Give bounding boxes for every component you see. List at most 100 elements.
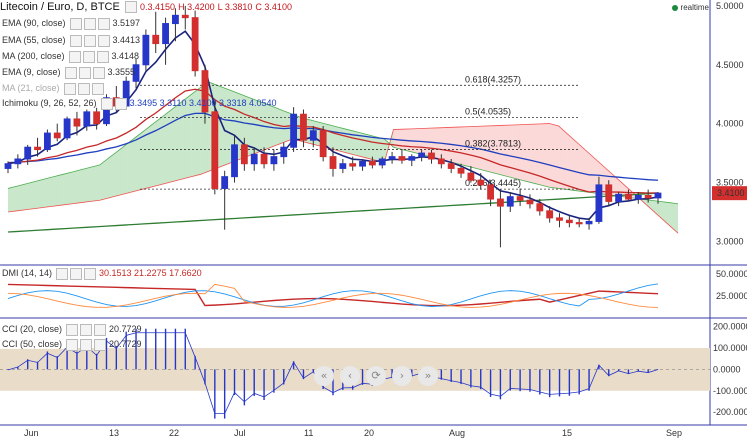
cloud-segment: [567, 134, 578, 191]
indicator-row-ma200[interactable]: MA (200, close) 3.4148: [0, 50, 140, 63]
candle-body: [654, 192, 662, 199]
scroll-start-button[interactable]: «: [314, 366, 334, 386]
time-tick-label: Jul: [234, 428, 246, 438]
cloud-segment: [63, 171, 73, 205]
candle-body: [556, 217, 563, 221]
gear-icon[interactable]: [83, 34, 96, 47]
gear-icon[interactable]: [82, 50, 95, 63]
candle-body: [575, 222, 583, 225]
close-icon[interactable]: [91, 82, 104, 95]
chart-navigation: « ‹ ⟳ › »: [314, 366, 438, 386]
cci20-label-row[interactable]: CCI (20, close) 20.7729: [0, 323, 142, 336]
cloud-segment: [521, 124, 532, 183]
cloud-segment: [173, 101, 183, 182]
candle-body: [132, 64, 140, 82]
scroll-left-button[interactable]: ‹: [340, 366, 360, 386]
close-icon[interactable]: [97, 34, 110, 47]
ma200-line: [7, 192, 659, 233]
eye-icon[interactable]: [63, 82, 76, 95]
close-icon[interactable]: [94, 338, 107, 351]
indicator-row-ma21[interactable]: MA (21, close): [0, 81, 104, 95]
cloud-segment: [494, 125, 504, 176]
eye-icon[interactable]: [64, 66, 77, 79]
gear-icon[interactable]: [80, 338, 93, 351]
candle-body: [447, 163, 455, 169]
close-icon[interactable]: [97, 17, 110, 30]
gear-icon[interactable]: [83, 17, 96, 30]
gear-icon[interactable]: [70, 267, 83, 280]
candle-body: [487, 184, 494, 200]
candle-body: [644, 195, 652, 199]
cloud-segment: [90, 164, 100, 202]
cloud-segment: [246, 96, 256, 157]
time-tick-label: Sep: [666, 428, 682, 438]
cloud-segment: [44, 176, 54, 208]
scroll-end-button[interactable]: »: [418, 366, 438, 386]
candle-body: [408, 156, 416, 161]
time-tick-label: 20: [364, 428, 374, 438]
eye-icon[interactable]: [100, 97, 113, 110]
eye-icon[interactable]: [66, 338, 79, 351]
candle-body: [388, 156, 396, 160]
time-tick-label: 15: [562, 428, 572, 438]
scroll-right-button[interactable]: ›: [392, 366, 412, 386]
cloud-segment: [613, 175, 623, 197]
candle-body: [497, 198, 504, 207]
gear-icon[interactable]: [114, 97, 127, 110]
symbol-label[interactable]: Litecoin / Euro, D, BTCE: [0, 1, 120, 13]
cloud-segment: [659, 201, 669, 225]
price-tick-label: 4.0000: [716, 119, 744, 129]
candle-body: [615, 193, 623, 202]
candle-body: [250, 153, 258, 165]
close-icon[interactable]: [94, 323, 107, 336]
minus-di-line: [7, 283, 659, 308]
close-icon[interactable]: [84, 267, 97, 280]
eye-icon[interactable]: [69, 17, 82, 30]
indicator-row-ema9[interactable]: EMA (9, close) 3.3555: [0, 66, 136, 79]
senkou-b-line: [7, 123, 679, 234]
senkou-a-line: [7, 82, 679, 205]
fib-level-label: 0.618(4.3257): [465, 74, 521, 84]
cci-tick-label: -200.0000: [713, 407, 747, 417]
cloud-segment: [127, 136, 137, 194]
gear-icon[interactable]: [78, 66, 91, 79]
close-icon[interactable]: [96, 50, 109, 63]
candle-body: [605, 184, 613, 202]
gear-icon[interactable]: [77, 82, 90, 95]
candle-body: [83, 111, 91, 127]
cloud-segment: [53, 174, 64, 207]
reset-view-button[interactable]: ⟳: [366, 366, 386, 386]
status-dot-icon: [671, 4, 678, 11]
close-icon[interactable]: [92, 66, 105, 79]
candle-body: [516, 196, 524, 201]
eye-icon[interactable]: [56, 267, 69, 280]
eye-icon[interactable]: [66, 323, 79, 336]
dmi-label-row[interactable]: DMI (14, 14) 30.1513 21.2275 17.6620: [0, 267, 202, 280]
gear-icon[interactable]: [80, 323, 93, 336]
eye-icon[interactable]: [68, 50, 81, 63]
cloud-segment: [531, 123, 541, 185]
candle-body: [506, 196, 514, 207]
eye-icon[interactable]: [69, 34, 82, 47]
candle-body: [368, 160, 376, 166]
candle-body: [201, 70, 209, 113]
cloud-segment: [99, 157, 109, 201]
cloud-segment: [255, 100, 265, 154]
ema55-line: [7, 88, 659, 194]
candle-body: [231, 144, 238, 178]
candle-body: [93, 111, 101, 125]
cloud-segment: [26, 181, 36, 210]
cci50-label-row[interactable]: CCI (50, close) 20.7729: [0, 338, 142, 351]
cloud-segment: [17, 183, 27, 211]
indicator-row-ichimoku[interactable]: Ichimoku (9, 26, 52, 26) 3.3495 3.3110 3.…: [0, 97, 277, 110]
cloud-segment: [448, 127, 458, 164]
settings-icon[interactable]: [124, 1, 137, 14]
indicator-row-ema55[interactable]: EMA (55, close) 3.4413: [0, 34, 141, 47]
candle-body: [290, 113, 298, 148]
candle-body: [221, 176, 229, 189]
cloud-segment: [118, 143, 128, 196]
candle-body: [53, 132, 61, 139]
candle-body: [437, 158, 445, 165]
indicator-row-ema90[interactable]: EMA (90, close) 3.5197: [0, 17, 141, 30]
